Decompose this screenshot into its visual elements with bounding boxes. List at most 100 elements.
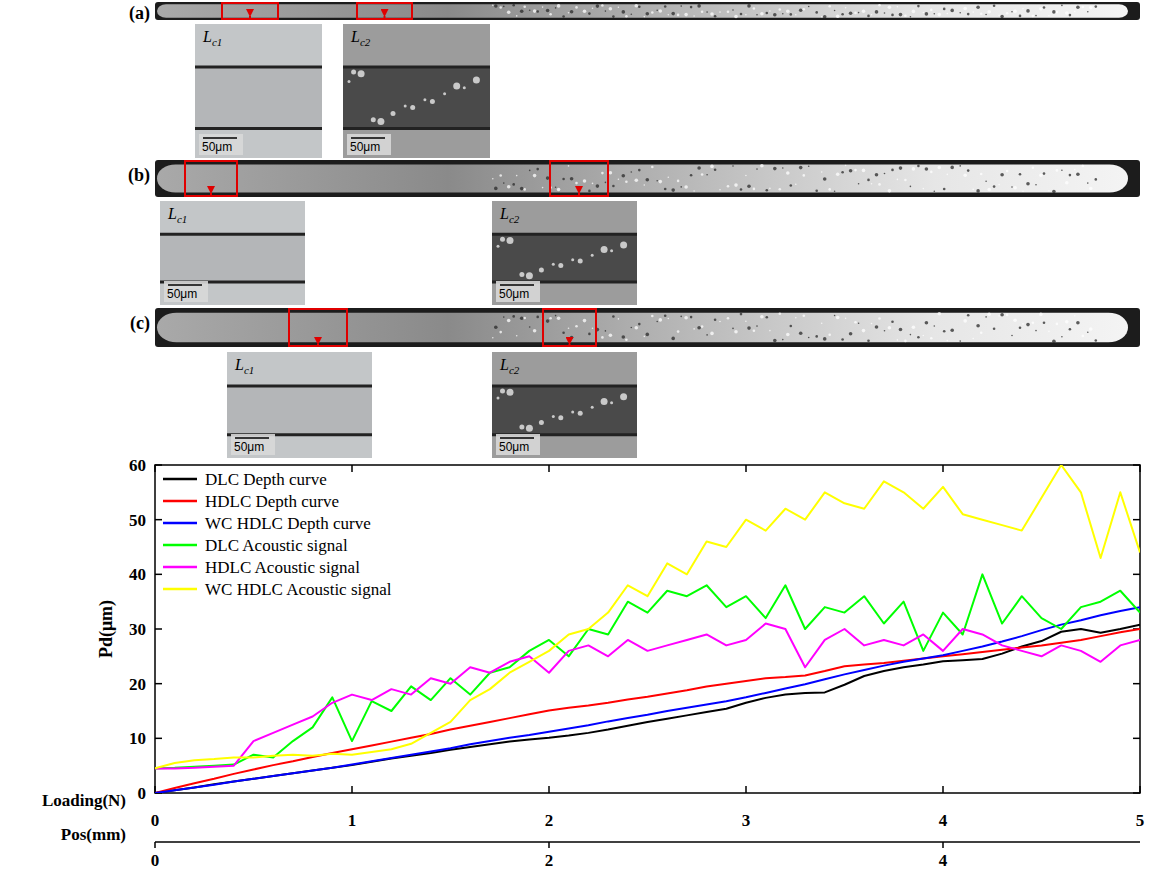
speckle — [555, 7, 557, 9]
speckle — [943, 8, 946, 11]
scale-bar — [351, 137, 385, 139]
speckle — [1082, 165, 1085, 168]
x-tick — [548, 786, 550, 793]
y-tick — [155, 519, 162, 521]
speckle — [836, 14, 840, 18]
speckle — [638, 169, 641, 172]
inset-speckle — [571, 258, 574, 261]
speckle — [766, 12, 769, 15]
speckle — [659, 9, 663, 13]
speckle — [959, 12, 961, 14]
speckle — [1074, 315, 1076, 317]
speckle — [980, 332, 983, 335]
speckle — [862, 169, 866, 173]
y-tick — [1133, 683, 1140, 685]
speckle — [656, 10, 658, 12]
inset-label: Lc1 — [234, 356, 254, 376]
track-edge — [195, 65, 322, 68]
y-tick-label: 60 — [129, 456, 146, 475]
speckle — [740, 13, 743, 16]
speckle — [845, 165, 847, 167]
speckle — [760, 12, 764, 16]
speckle — [987, 188, 991, 192]
speckle — [635, 4, 639, 8]
speckle — [568, 165, 570, 167]
speckle — [732, 165, 734, 167]
region-box — [289, 309, 347, 346]
speckle — [786, 333, 790, 337]
speckle — [494, 4, 498, 8]
speckle — [888, 189, 892, 193]
series-line — [155, 465, 1140, 768]
legend-swatch — [163, 522, 197, 525]
inset-label-main: L — [499, 205, 509, 222]
speckle — [803, 174, 806, 177]
speckle — [1095, 178, 1098, 181]
inset-speckle — [507, 237, 514, 244]
speckle — [656, 180, 658, 182]
inset-label: Lc2 — [499, 205, 520, 225]
speckle — [891, 169, 894, 172]
speckle — [841, 171, 844, 174]
speckle — [841, 338, 844, 341]
speckle — [1006, 314, 1009, 317]
speckle — [963, 319, 967, 323]
speckle — [786, 171, 790, 175]
scale-bar-label: 50μm — [202, 140, 232, 154]
speckle — [967, 314, 970, 317]
speckle — [947, 340, 949, 342]
speckle — [1089, 187, 1093, 191]
speckle — [1065, 320, 1069, 324]
speckle — [701, 325, 704, 328]
speckle — [769, 10, 771, 12]
speckle — [714, 15, 717, 18]
speckle — [1076, 321, 1080, 325]
speckle — [734, 330, 738, 334]
speckle — [884, 12, 886, 14]
speckle — [523, 188, 526, 191]
scale-bar-ground — [199, 134, 243, 155]
speckle — [701, 173, 704, 176]
speckle — [656, 321, 658, 323]
speckle — [871, 183, 873, 185]
speckle — [841, 13, 844, 16]
inset-label: Lc1 — [202, 28, 222, 48]
region-box — [222, 3, 278, 19]
speckle — [878, 4, 881, 7]
speckle — [858, 12, 860, 14]
speckle — [507, 11, 511, 15]
x-tick — [942, 465, 944, 472]
inset-speckle — [552, 415, 555, 418]
speckle — [1000, 313, 1004, 317]
speckle — [947, 174, 949, 176]
speckle — [1026, 323, 1030, 327]
scale-bar-ground — [231, 434, 275, 455]
speckle — [1065, 11, 1069, 15]
scale-bar-ground — [347, 134, 391, 155]
speckle — [782, 13, 784, 15]
speckle — [542, 6, 544, 8]
speckle — [1043, 6, 1046, 9]
x2-tick-label: 4 — [939, 851, 948, 870]
scale-bar — [235, 437, 269, 439]
speckle — [888, 326, 892, 330]
inset-speckle — [539, 268, 544, 273]
speckle — [697, 326, 701, 330]
speckle — [575, 325, 578, 328]
speckle — [985, 180, 987, 182]
speckle — [671, 337, 675, 341]
speckle — [523, 6, 526, 9]
speckle — [1082, 6, 1085, 9]
speckle — [766, 189, 769, 192]
speckle — [1035, 330, 1037, 332]
speckle — [659, 180, 663, 184]
speckle — [635, 326, 639, 330]
speckle — [925, 321, 929, 325]
speckle — [878, 183, 881, 186]
speckle — [897, 339, 899, 341]
speckle — [884, 173, 886, 175]
inset-speckle — [519, 272, 524, 277]
speckle — [769, 330, 771, 332]
speckle — [536, 168, 539, 171]
speckle — [512, 4, 515, 7]
